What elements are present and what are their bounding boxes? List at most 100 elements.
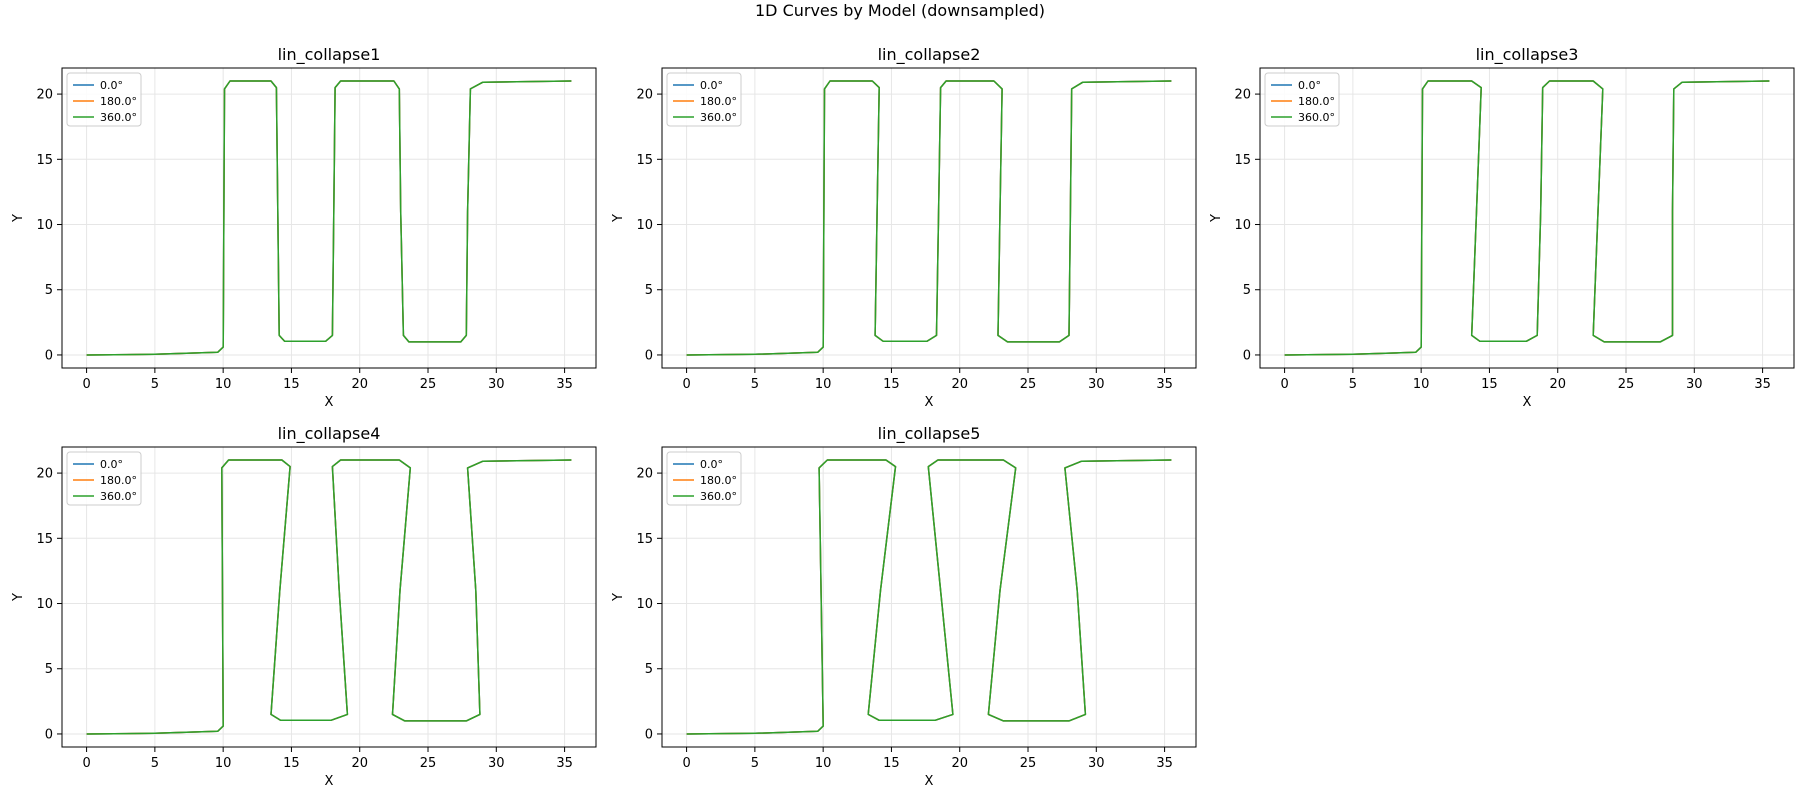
subplot-2: 0 5 10 15 20 25 30 35 0 5 10 15 20 lin_collapse2 X Y 0.0… (611, 45, 1197, 410)
y-tick-label: 20 (1234, 88, 1251, 103)
series-line (86, 459, 572, 735)
legend-entry: 360.0° (1298, 111, 1335, 124)
series-line (86, 80, 572, 356)
x-tick-label: 5 (151, 756, 159, 771)
legend-entry: 180.0° (700, 474, 737, 487)
subplots: 0 5 10 15 20 25 30 35 0 5 10 15 20 lin_collapse1 X Y 0.0… (11, 45, 1795, 789)
subplot-5: 0 5 10 15 20 25 30 35 0 5 10 15 20 lin_collapse5 X Y 0.0… (611, 424, 1197, 789)
x-tick-label: 30 (1088, 756, 1105, 771)
legend-entry: 0.0° (100, 458, 123, 471)
x-axis-label: X (325, 774, 334, 789)
legend: 0.0° 180.0° 360.0° (66, 451, 142, 506)
y-tick-label: 10 (36, 218, 53, 233)
legend-box (66, 72, 142, 127)
x-tick-label: 25 (420, 377, 437, 392)
x-tick-label: 15 (883, 377, 900, 392)
y-tick-label: 10 (1234, 218, 1251, 233)
x-tick-label: 10 (1413, 377, 1430, 392)
x-tick-label: 0 (82, 756, 90, 771)
series-line (686, 459, 1172, 735)
legend-entry: 0.0° (700, 458, 723, 471)
x-axis-label: X (925, 395, 934, 410)
x-tick-label: 5 (751, 377, 759, 392)
x-tick-label: 10 (215, 756, 232, 771)
x-axis-label: X (325, 395, 334, 410)
x-tick-label: 5 (1349, 377, 1357, 392)
x-tick-label: 20 (951, 756, 968, 771)
x-tick-label: 10 (815, 377, 832, 392)
x-tick-label: 30 (488, 377, 505, 392)
x-tick-label: 20 (1549, 377, 1566, 392)
y-tick-label: 0 (45, 348, 53, 363)
axes-frame (1259, 67, 1795, 369)
subplot-title: lin_collapse3 (1476, 45, 1579, 65)
y-tick-label: 15 (36, 532, 53, 547)
x-tick-label: 15 (283, 377, 300, 392)
y-tick-label: 10 (636, 218, 653, 233)
legend: 0.0° 180.0° 360.0° (66, 72, 142, 127)
x-axis-label: X (925, 774, 934, 789)
subplot-title: lin_collapse4 (278, 424, 381, 444)
y-tick-label: 20 (636, 88, 653, 103)
legend: 0.0° 180.0° 360.0° (666, 451, 742, 506)
legend: 0.0° 180.0° 360.0° (666, 72, 742, 127)
x-tick-label: 15 (283, 756, 300, 771)
y-axis-label: Y (611, 593, 626, 602)
legend-box (1264, 72, 1340, 127)
subplot-title: lin_collapse5 (878, 424, 981, 444)
subplot-3: 0 5 10 15 20 25 30 35 0 5 10 15 20 lin_collapse3 X Y 0.0… (1209, 45, 1795, 410)
y-tick-label: 0 (645, 348, 653, 363)
subplot-1: 0 5 10 15 20 25 30 35 0 5 10 15 20 lin_collapse1 X Y 0.0… (11, 45, 597, 410)
x-tick-label: 25 (420, 756, 437, 771)
x-tick-label: 35 (556, 756, 573, 771)
y-tick-label: 10 (36, 597, 53, 612)
x-tick-label: 15 (883, 756, 900, 771)
x-tick-label: 30 (1088, 377, 1105, 392)
subplot-title: lin_collapse2 (878, 45, 981, 65)
y-tick-label: 5 (645, 283, 653, 298)
x-tick-label: 35 (556, 377, 573, 392)
y-tick-label: 5 (45, 662, 53, 677)
legend-entry: 360.0° (100, 490, 137, 503)
x-tick-label: 20 (351, 377, 368, 392)
x-tick-label: 30 (1686, 377, 1703, 392)
x-tick-label: 5 (151, 377, 159, 392)
x-tick-label: 15 (1481, 377, 1498, 392)
y-axis-label: Y (1209, 214, 1224, 223)
legend-entry: 360.0° (700, 490, 737, 503)
x-tick-label: 30 (488, 756, 505, 771)
x-tick-label: 10 (815, 756, 832, 771)
legend-entry: 360.0° (100, 111, 137, 124)
legend-entry: 0.0° (100, 79, 123, 92)
x-tick-label: 35 (1754, 377, 1771, 392)
axes-frame (61, 67, 597, 369)
x-tick-label: 0 (82, 377, 90, 392)
series-line (686, 80, 1172, 356)
y-tick-label: 0 (645, 727, 653, 742)
y-tick-label: 20 (36, 467, 53, 482)
legend-box (66, 451, 142, 506)
x-tick-label: 25 (1020, 377, 1037, 392)
x-tick-label: 25 (1618, 377, 1635, 392)
x-tick-label: 20 (351, 756, 368, 771)
x-tick-label: 20 (951, 377, 968, 392)
subplot-4: 0 5 10 15 20 25 30 35 0 5 10 15 20 lin_collapse4 X Y 0.0… (11, 424, 597, 789)
x-tick-label: 35 (1156, 756, 1173, 771)
y-tick-label: 10 (636, 597, 653, 612)
legend-entry: 0.0° (700, 79, 723, 92)
x-tick-label: 10 (215, 377, 232, 392)
x-tick-label: 35 (1156, 377, 1173, 392)
figure-suptitle: 1D Curves by Model (downsampled) (755, 1, 1045, 20)
y-tick-label: 0 (45, 727, 53, 742)
x-tick-label: 25 (1020, 756, 1037, 771)
y-tick-label: 5 (645, 662, 653, 677)
y-tick-label: 5 (45, 283, 53, 298)
x-axis-label: X (1523, 395, 1532, 410)
y-tick-label: 15 (636, 153, 653, 168)
subplot-title: lin_collapse1 (278, 45, 381, 65)
y-tick-label: 15 (36, 153, 53, 168)
x-tick-label: 0 (1280, 377, 1288, 392)
x-tick-label: 5 (751, 756, 759, 771)
